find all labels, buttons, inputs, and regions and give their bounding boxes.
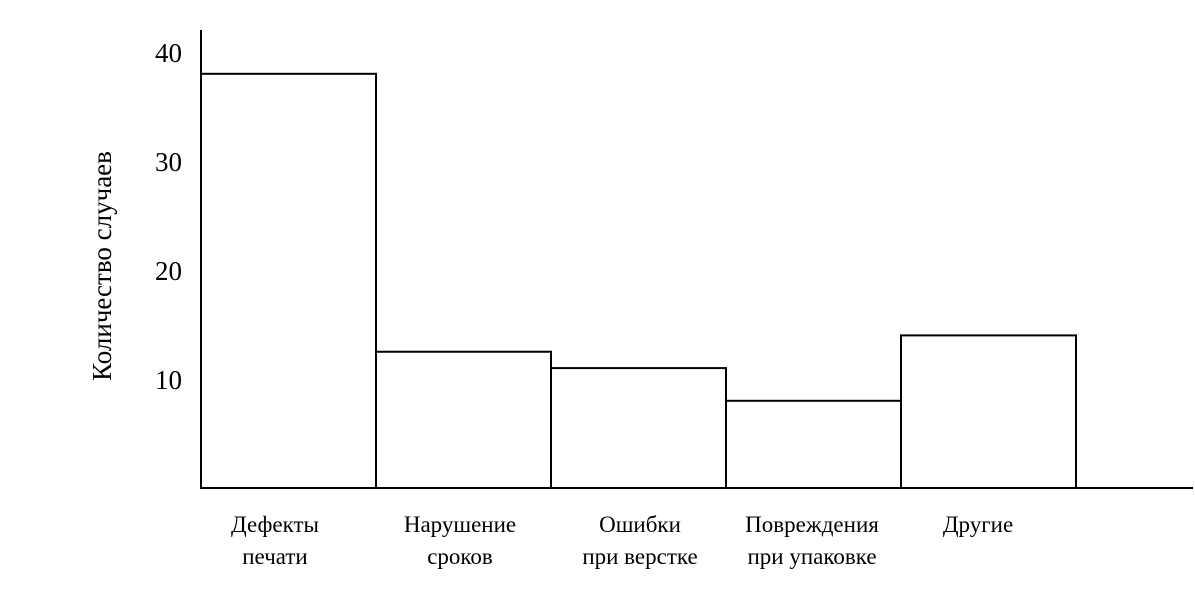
y-tick-label-20: 20 (155, 256, 182, 286)
category-label-4-line-2: при упаковке (747, 544, 876, 569)
category-label-1-line-1: Дефекты (231, 512, 319, 537)
bar-5 (900, 334, 1077, 489)
bar-4 (725, 399, 902, 489)
bar-3 (550, 367, 727, 490)
y-tick-label-40: 40 (155, 38, 182, 68)
y-tick-labels: 10 20 30 40 (155, 38, 182, 395)
category-label-4-line-1: Повреждения (745, 512, 879, 537)
category-label-2-line-1: Нарушение (404, 512, 516, 537)
category-label-3-line-1: Ошибки (599, 512, 681, 537)
category-labels: Дефекты печати Нарушение сроков Ошибки при ве… (231, 512, 1013, 569)
category-label-3-line-2: при верстке (582, 544, 697, 569)
y-tick-label-30: 30 (155, 147, 182, 177)
category-label-5-line-1: Другие (943, 512, 1013, 537)
bars (200, 72, 1077, 490)
category-label-2-line-2: сроков (427, 544, 493, 569)
y-tick-label-10: 10 (155, 365, 182, 395)
bar-1 (200, 72, 377, 490)
category-label-1-line-2: печати (242, 544, 308, 569)
y-axis-title: Количество случаев (87, 151, 117, 381)
bar-2 (375, 350, 552, 489)
